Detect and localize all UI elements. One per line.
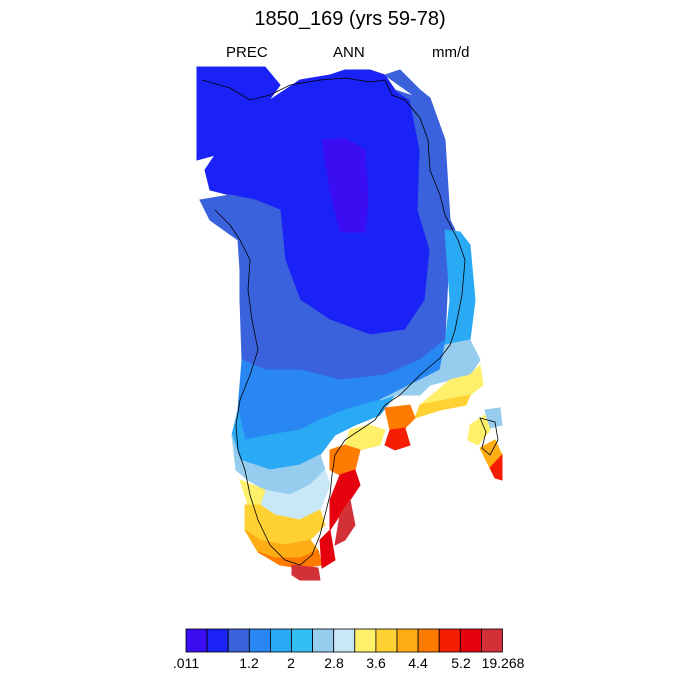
colorbar-swatch [480,628,503,653]
colorbar-label: 5.2 [451,655,471,671]
colorbar-label: .011 [172,655,200,671]
colorbar-swatch [248,628,271,653]
precip-block [383,69,456,231]
precip-block [344,424,386,451]
colorbar [185,628,503,653]
precip-block [334,498,356,546]
precip-block [384,427,411,451]
precip-block [444,229,476,356]
precip-block [291,564,321,581]
colorbar-label: 3.6 [366,655,386,671]
coastline [201,77,466,566]
colorbar-swatch [206,628,229,653]
units-label: mm/d [432,44,470,61]
variable-label: PREC [226,44,268,61]
map-title: 1850_169 (yrs 59-78) [254,8,446,30]
precip-block [467,414,491,446]
colorbar-swatch [396,628,419,653]
colorbar-label: 2 [287,655,295,671]
colorbar-swatch [438,628,461,653]
colorbar-label: 4.4 [408,655,428,671]
colorbar-swatch [269,628,292,653]
precip-block [319,528,336,569]
colorbar-swatch [417,628,440,653]
coastline-island [479,417,499,456]
colorbar-swatch [291,628,314,653]
colorbar-swatch [459,628,482,653]
colorbar-label: 19.268 [481,655,525,671]
precip-block [384,404,416,431]
colorbar-swatch [375,628,398,653]
colorbar-swatch [227,628,250,653]
colorbar-label: 1.2 [239,655,259,671]
precip-block [484,407,503,429]
colorbar-swatch [312,628,335,653]
precip-block [257,549,323,569]
period-label: ANN [333,44,365,61]
precip-block [321,137,369,233]
colorbar-swatch [333,628,356,653]
precip-block [489,453,503,481]
colorbar-swatch [185,628,208,653]
colorbar-swatch [354,628,377,653]
colorbar-label: 2.8 [324,655,344,671]
